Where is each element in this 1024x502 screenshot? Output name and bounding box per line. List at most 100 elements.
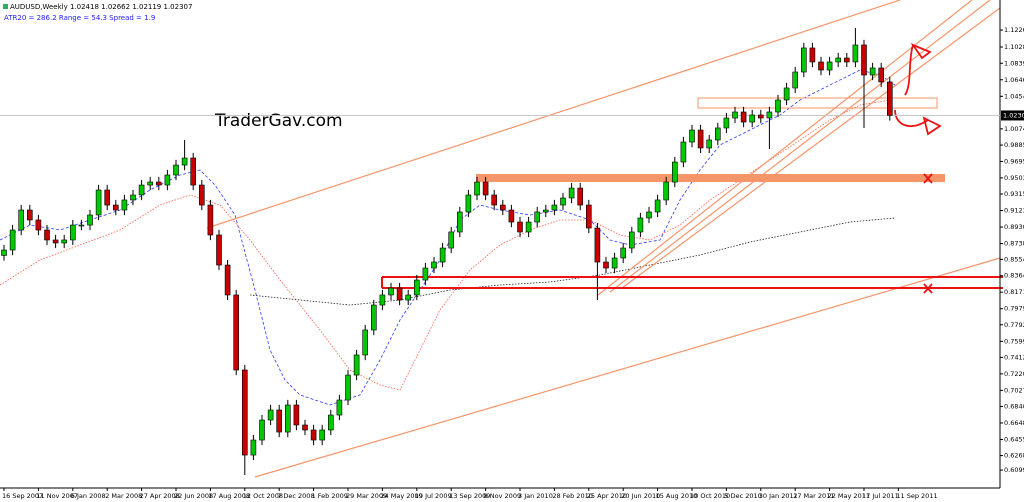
candle-body [689,129,695,143]
candle-body [310,429,317,441]
candle-body [173,164,179,176]
candle-body [560,197,566,206]
trendline [609,0,991,293]
y-tick-label: 0.66480 [1004,419,1024,427]
candle-body [70,224,76,241]
candle-body [740,111,747,123]
candle-body [448,231,455,249]
candle-body [680,141,687,163]
candle-body [474,181,480,196]
candle-body [456,211,463,233]
candle-body [345,374,351,401]
candle-body [121,199,128,211]
y-tick-label: 1.10285 [1004,43,1024,51]
candle-body [138,184,145,196]
candle-body [190,157,196,186]
arrow-down [894,109,942,136]
y-tick-label: 0.89305 [1004,223,1024,231]
y-tick-label: 0.96950 [1004,157,1024,165]
y-tick-label: 1.04540 [1004,92,1024,100]
candle-body [542,209,549,213]
candle-body [216,234,222,266]
y-tick-label: 1.12260 [1004,26,1024,34]
x-tick-label: 17 Aug 2008 [208,492,250,500]
candle-body [714,127,721,141]
candle-body [362,329,369,356]
candle-body [9,229,16,251]
x-tick-label: 12 Oct 2008 [243,492,283,500]
candle-body [353,354,360,376]
candles [1,27,893,476]
candle-body [405,294,412,301]
candle-body [878,67,885,83]
y-tick-label: 0.70275 [1004,386,1024,394]
y-tick-label: 0.98855 [1004,141,1024,149]
x-tick-label: 25 Apr 2010 [587,492,627,500]
candle-body [585,204,592,229]
chart-subtitle: ATR20 = 286.2 Range = 54.3 Spread = 1.9 [4,14,155,22]
x-tick-label: 28 Feb 2010 [552,492,592,500]
candle-body [104,189,110,206]
x-tick-label: 1 Feb 2009 [312,492,348,500]
trendline [254,257,1001,478]
candle-body [319,429,326,441]
candle-body [276,409,283,433]
y-tick-label: 0.95035 [1004,174,1024,182]
candle-body [732,111,738,119]
candle-body [611,257,618,269]
x-mark [923,173,933,294]
watermark: TraderGav.com [214,111,343,131]
candle-body [44,229,50,241]
x-tick-label: 11 Sep 2011 [896,492,937,500]
candle-body [293,404,300,426]
candle-body [113,204,119,211]
candle-body [267,409,274,421]
candle-body [861,44,867,76]
candle-body [783,87,790,101]
candle-body [697,129,704,149]
y-tick-label: 0.79790 [1004,305,1024,313]
x-tick-label: 7 Dec 2008 [277,492,314,500]
arrow-up [904,43,932,96]
x-tick-label: 29 Mar 2009 [346,492,387,500]
x-tick-label: 6 Jan 2008 [71,492,106,500]
x-tick-label: 11 Nov 2007 [36,492,78,500]
y-tick-label: 0.77920 [1004,321,1024,329]
x-tick-label: 30 Jan 2011 [759,492,798,500]
candle-body [130,194,136,201]
candle-body [577,187,584,206]
candle-body [35,219,42,231]
candle-body [95,189,102,216]
candle-body [302,424,308,431]
y-tick-label: 0.72200 [1004,370,1024,378]
candle-body [181,157,188,166]
candle-body [233,294,239,371]
candle-body [413,279,420,296]
candle-body [757,114,764,119]
candle-body [250,439,257,456]
x-tick-label: 3 Jan 2010 [518,492,553,500]
candle-body [224,264,231,296]
candle-body [327,414,334,431]
trendline [621,7,1001,289]
zone [476,174,945,182]
candle-body [61,239,68,244]
candle-body [147,181,153,186]
x-tick-label: 24 May 2009 [380,492,422,500]
candle-body [422,267,429,281]
trendline [597,0,973,296]
x-tick-label: 27 Mar 2011 [793,492,834,500]
y-tick-label: 0.91230 [1004,207,1024,215]
candle-body [852,44,859,63]
y-tick-label: 0.68405 [1004,402,1024,410]
x-tick-label: 17 Jul 2011 [862,492,899,500]
x-tick-label: 10 Oct 2010 [690,492,730,500]
candle-body [52,239,59,244]
candle-body [388,287,394,296]
candle-body [18,209,25,231]
candle-body [792,71,799,89]
y-tick-label: 0.64555 [1004,435,1024,443]
candle-body [87,214,93,226]
current-price-label: 1.02307 [1003,111,1024,119]
